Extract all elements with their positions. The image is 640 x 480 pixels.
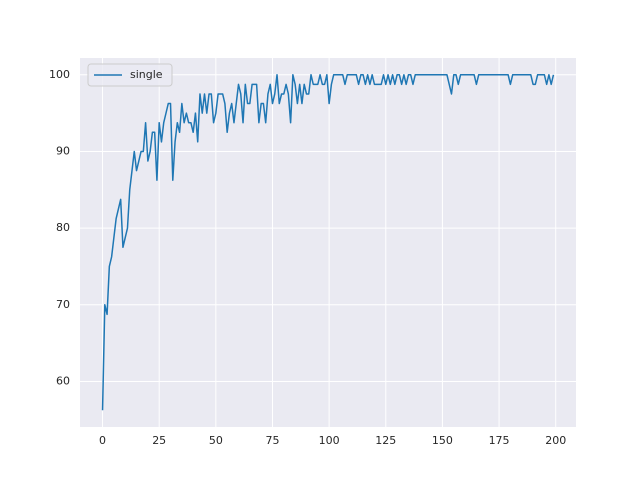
plot-area — [80, 58, 576, 427]
y-tick-label: 90 — [56, 144, 70, 157]
legend: single — [87, 63, 173, 87]
x-tick-label: 0 — [99, 434, 106, 447]
y-tick-label: 80 — [56, 221, 70, 234]
legend-box — [87, 63, 173, 87]
x-tick-label: 100 — [319, 434, 340, 447]
x-tick-label: 175 — [489, 434, 510, 447]
y-tick-label: 100 — [49, 68, 70, 81]
legend-label: single — [130, 68, 163, 81]
x-tick-label: 50 — [209, 434, 223, 447]
x-tick-label: 125 — [375, 434, 396, 447]
x-tick-label: 150 — [432, 434, 453, 447]
y-tick-label: 60 — [56, 374, 70, 387]
x-tick-label: 200 — [545, 434, 566, 447]
x-tick-label: 25 — [152, 434, 166, 447]
y-tick-label: 70 — [56, 298, 70, 311]
x-tick-label: 75 — [265, 434, 279, 447]
line-series — [101, 74, 555, 411]
